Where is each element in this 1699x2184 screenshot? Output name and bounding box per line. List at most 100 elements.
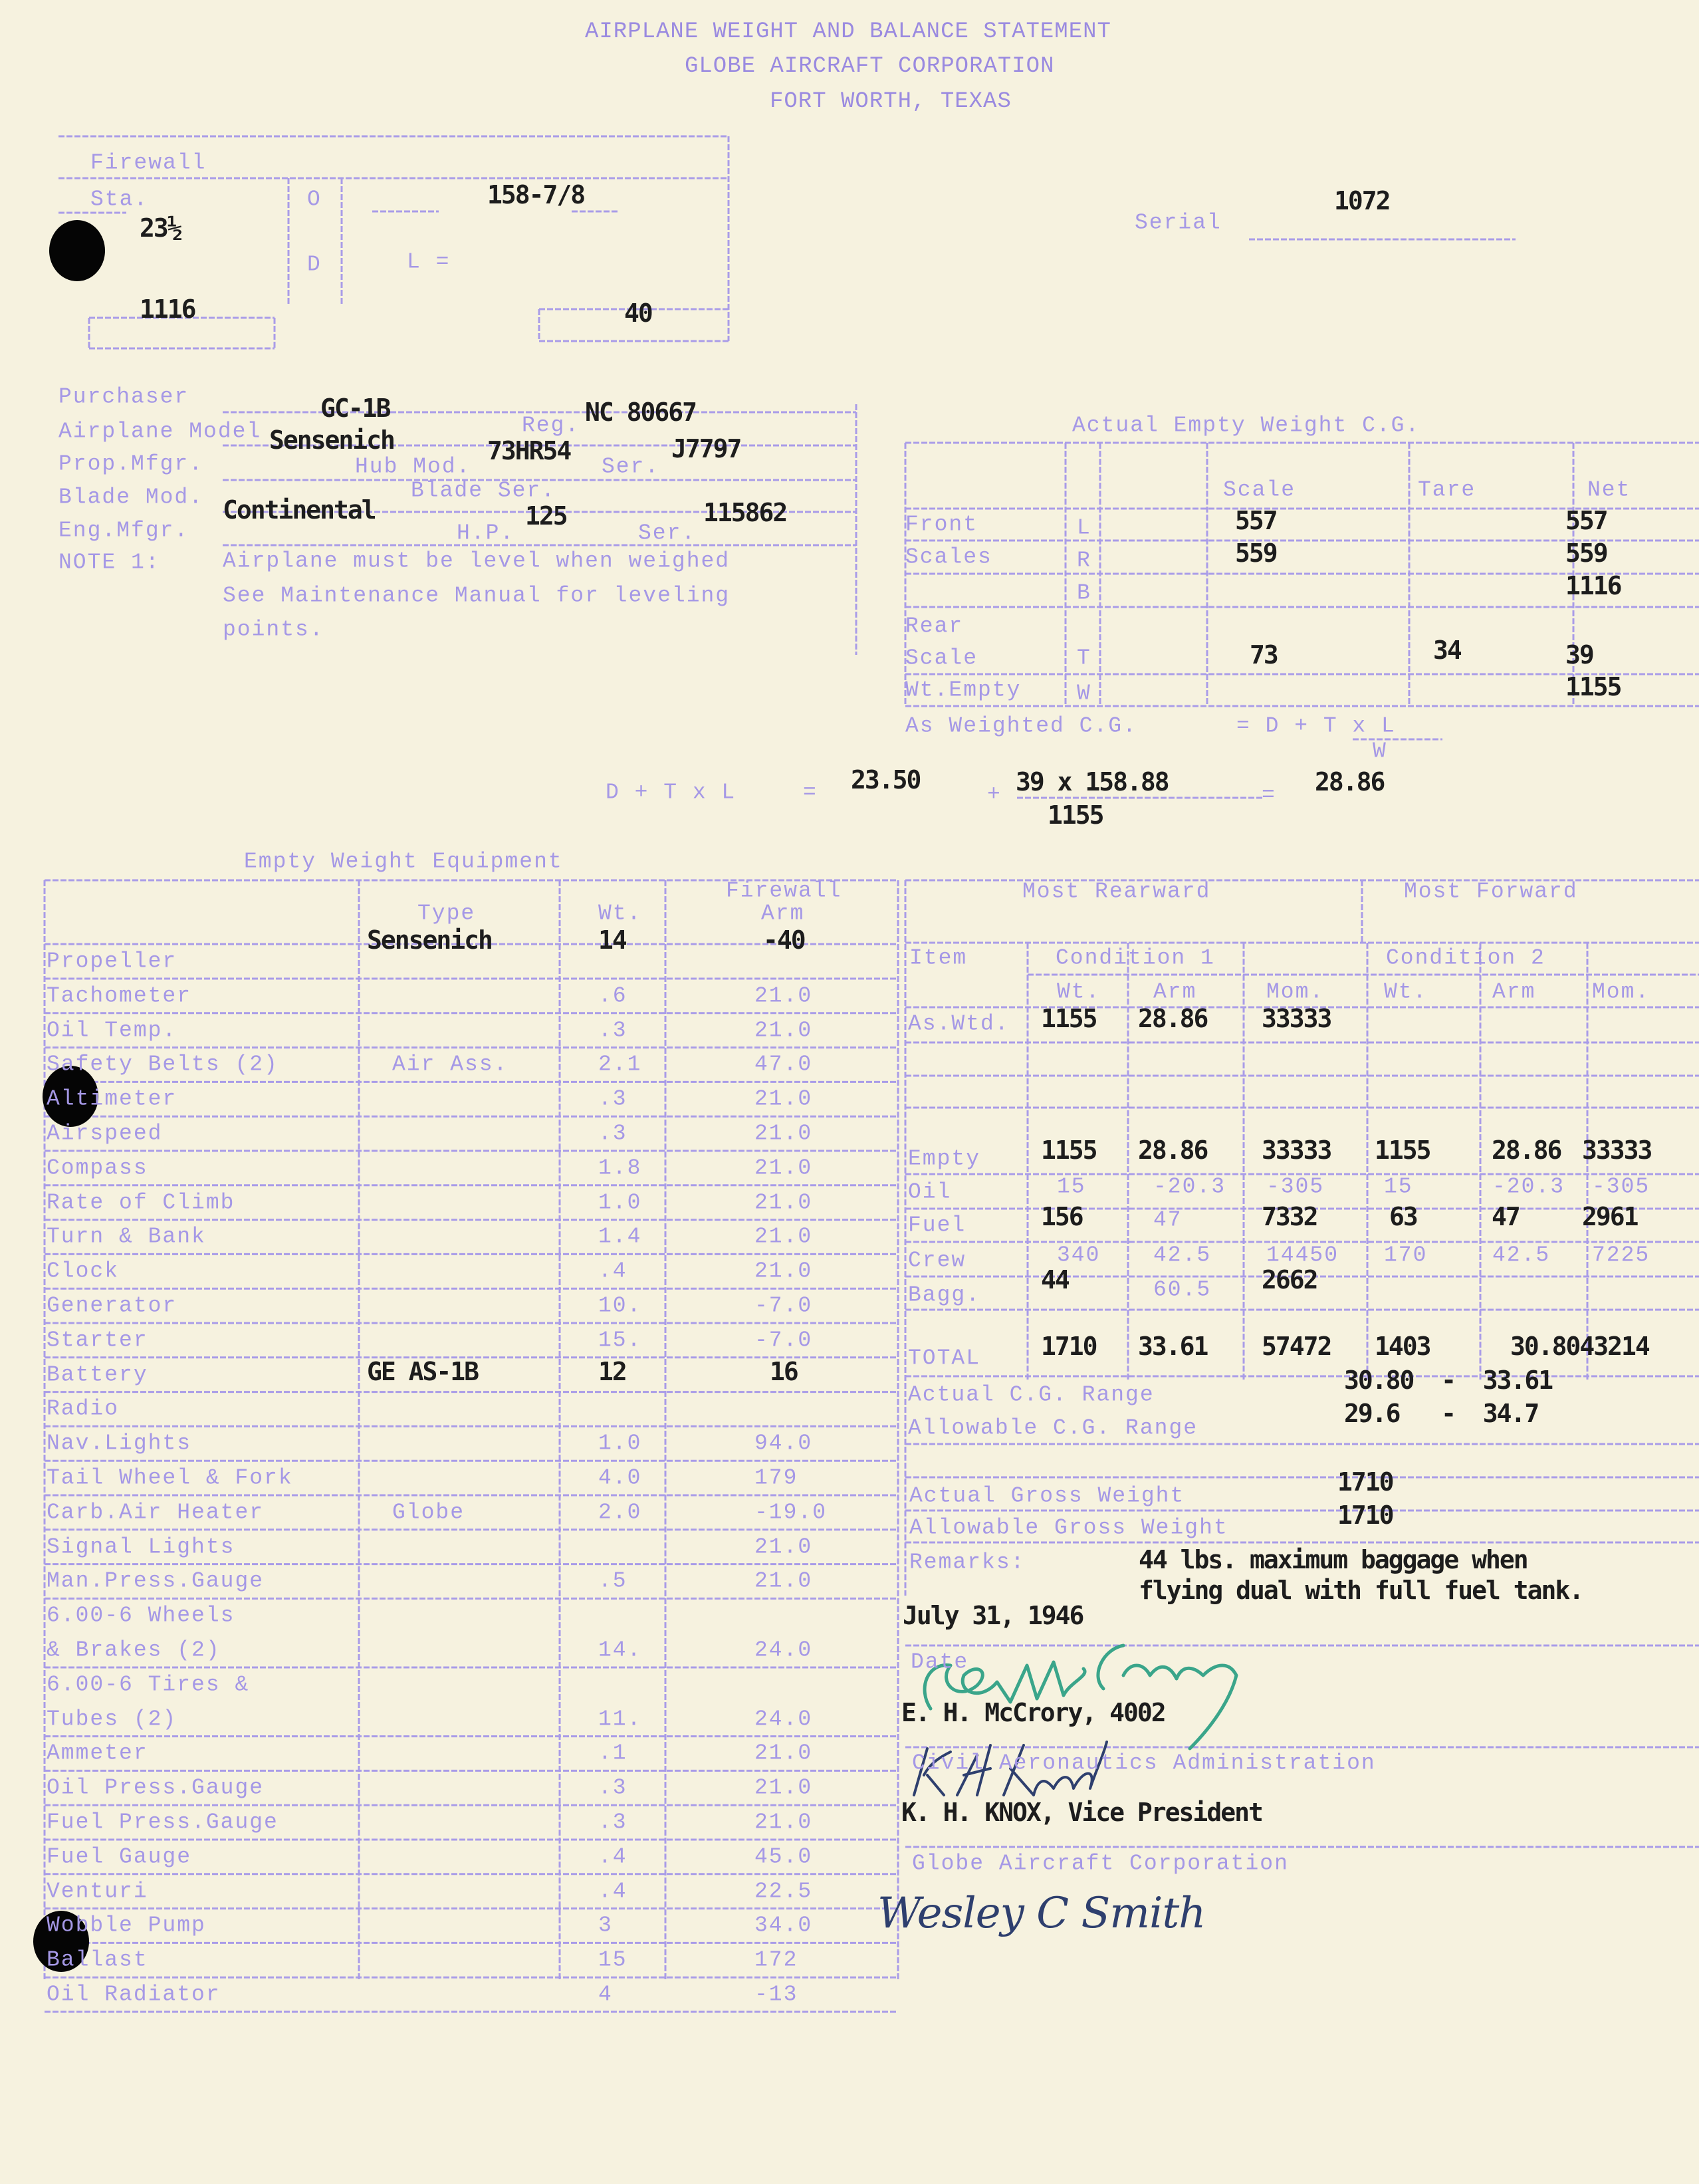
cg-row-code: T xyxy=(1077,646,1091,671)
net-header: Net xyxy=(1587,477,1631,503)
loading-row-label: Bagg. xyxy=(908,1282,981,1308)
prop-manufacturer: Sensenich xyxy=(269,425,396,455)
prop-serial: J7797 xyxy=(671,434,742,463)
inspector-organization: Civil Aeronautics Administration xyxy=(912,1751,1376,1776)
equipment-item-name: Radio xyxy=(47,1396,120,1421)
allowable-gross-weight: 1710 xyxy=(1337,1501,1395,1530)
loading-row-label: Empty xyxy=(908,1146,981,1171)
loading-cell: 28.86 xyxy=(1138,1136,1208,1165)
equipment-weight: .4 xyxy=(598,1259,627,1284)
equipment-type: Sensenich xyxy=(367,925,493,955)
equipment-item-name: Tail Wheel & Fork xyxy=(47,1465,293,1491)
company-location: FORT WORTH, TEXAS xyxy=(770,89,1012,114)
equipment-weight: .3 xyxy=(598,1775,627,1800)
equipment-item-name: Wobble Pump xyxy=(47,1913,206,1938)
cg-row-code: W xyxy=(1077,681,1091,706)
info-label: Purchaser xyxy=(58,384,189,410)
loading-cell: 340 xyxy=(1057,1243,1101,1268)
calc-denominator: 1155 xyxy=(1048,800,1105,830)
equipment-weight: 12 xyxy=(598,1356,627,1386)
equipment-arm: 47.0 xyxy=(754,1052,813,1077)
equipment-item-name: Ammeter xyxy=(47,1741,148,1766)
condition2-header: Condition 2 xyxy=(1386,945,1545,971)
allowable-gross-weight-label: Allowable Gross Weight xyxy=(909,1515,1228,1540)
equipment-arm: 34.0 xyxy=(754,1913,813,1938)
wt-header: Wt. xyxy=(598,901,642,926)
blade-ser-label: Blade Ser. xyxy=(411,478,556,503)
actual-cg-range-label: Actual C.G. Range xyxy=(908,1382,1155,1407)
equipment-arm: 21.0 xyxy=(754,1775,813,1800)
date-label: Date xyxy=(911,1649,969,1675)
signature-mccrory xyxy=(923,1643,1238,1751)
equipment-arm: 172 xyxy=(754,1947,798,1973)
equipment-weight: 3 xyxy=(598,1913,613,1938)
equipment-weight: 1.0 xyxy=(598,1431,642,1456)
equipment-item-name: Fuel Press.Gauge xyxy=(47,1810,279,1835)
equipment-item-name: Oil Press.Gauge xyxy=(47,1775,265,1800)
loading-row-label: Oil xyxy=(908,1179,952,1205)
serial-label: Serial xyxy=(1135,210,1222,235)
equipment-weight: 15 xyxy=(598,1947,627,1973)
company-name: GLOBE AIRCRAFT CORPORATION xyxy=(685,54,1055,79)
equipment-item-name: Airspeed xyxy=(47,1121,163,1146)
allowable-cg-range-label: Allowable C.G. Range xyxy=(908,1415,1198,1441)
cg-row-label: Wt.Empty xyxy=(905,677,1022,703)
date-value: July 31, 1946 xyxy=(903,1601,1084,1630)
loading-cell: 7332 xyxy=(1262,1202,1319,1231)
loading-cell: 30.8043214 xyxy=(1510,1332,1650,1361)
equipment-item-name: Venturi xyxy=(47,1879,148,1904)
loading-cell: 42.5 xyxy=(1153,1243,1212,1268)
binder-hole xyxy=(43,1066,98,1127)
serial-value: 1072 xyxy=(1334,186,1391,215)
equipment-arm: -13 xyxy=(754,1982,798,2007)
equipment-item-name: Compass xyxy=(47,1155,148,1181)
equipment-arm: -7.0 xyxy=(754,1328,813,1353)
equipment-weight: 14 xyxy=(598,925,627,955)
cg-formula-denominator: W xyxy=(1373,739,1387,764)
equipment-item-name: Fuel Gauge xyxy=(47,1844,192,1870)
loading-cell: 28.86 xyxy=(1138,1004,1208,1033)
loading-cell: 156 xyxy=(1041,1202,1084,1231)
binder-hole xyxy=(33,1911,89,1972)
loading-row-label: Crew xyxy=(908,1248,966,1273)
loading-cell: 15 xyxy=(1384,1174,1413,1199)
as-weighted-label: As Weighted C.G. xyxy=(905,713,1137,739)
loading-cell: 2662 xyxy=(1262,1265,1319,1294)
col-header: Arm xyxy=(1153,979,1197,1005)
note-line: Airplane must be level when weighed xyxy=(223,548,731,574)
equipment-arm: 21.0 xyxy=(754,1190,813,1215)
most-forward-header: Most Forward xyxy=(1404,879,1578,904)
equipment-type: Air Ass. xyxy=(392,1052,509,1077)
equipment-arm: 21.0 xyxy=(754,1534,813,1560)
equipment-item-name: Turn & Bank xyxy=(47,1224,206,1249)
calc-plus: + xyxy=(987,782,1002,807)
weight-value: 1116 xyxy=(140,295,197,324)
info-label: Eng.Mfgr. xyxy=(58,518,189,543)
equipment-arm: 21.0 xyxy=(754,1224,813,1249)
hp-label: H.P. xyxy=(457,521,515,546)
col-header: Mom. xyxy=(1266,979,1325,1005)
equipment-weight: .4 xyxy=(598,1879,627,1904)
hub-mod-label: Hub Mod. xyxy=(355,454,471,479)
equipment-weight: 1.8 xyxy=(598,1155,642,1181)
equipment-item-name: & Brakes (2) xyxy=(47,1638,221,1663)
equipment-arm: 21.0 xyxy=(754,1018,813,1043)
cg-net-value: 557 xyxy=(1565,506,1609,535)
equipment-weight: 10. xyxy=(598,1293,642,1318)
loading-cell: 33333 xyxy=(1262,1136,1332,1165)
engine-manufacturer: Continental xyxy=(223,495,377,525)
loading-row-label: Fuel xyxy=(908,1213,966,1238)
equipment-weight: .3 xyxy=(598,1018,627,1043)
note-line: See Maintenance Manual for leveling xyxy=(223,583,731,608)
officer-organization: Globe Aircraft Corporation xyxy=(912,1851,1289,1876)
equipment-arm: 45.0 xyxy=(754,1844,813,1870)
sta-value: 23½ xyxy=(140,213,183,243)
cg-formula: = D + T x L xyxy=(1236,713,1396,739)
cg-scale-value: 559 xyxy=(1235,539,1278,568)
equipment-weight: 11. xyxy=(598,1707,642,1732)
binder-hole xyxy=(49,220,105,281)
cg-net-value: 1116 xyxy=(1565,571,1623,600)
prop-ser-label: Ser. xyxy=(602,454,660,479)
equipment-item-name: Battery xyxy=(47,1362,148,1388)
equipment-item-name: Ballast xyxy=(47,1947,148,1973)
